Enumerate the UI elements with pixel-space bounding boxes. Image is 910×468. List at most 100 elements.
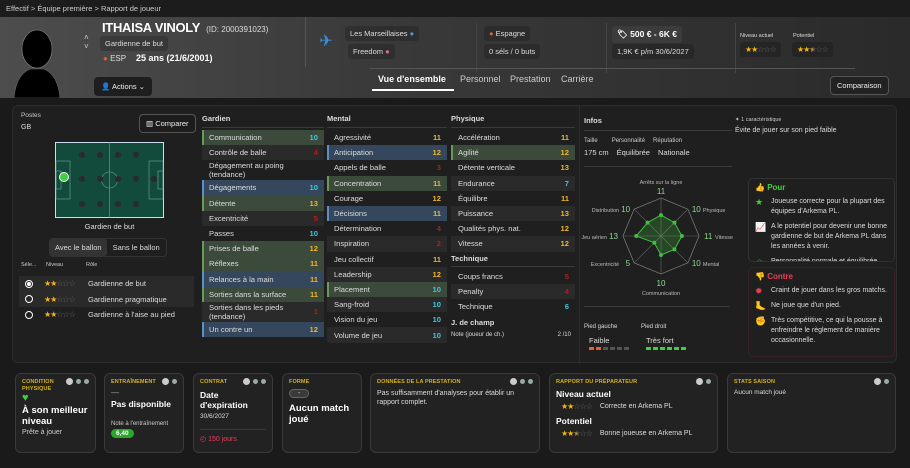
attribute-row[interactable]: Anticipation 12 bbox=[327, 145, 447, 161]
without-ball-toggle[interactable]: Sans le ballon bbox=[112, 243, 160, 252]
role-stars: ★★☆☆☆ bbox=[44, 310, 76, 320]
attribute-row[interactable]: Agressivité 11 bbox=[327, 130, 447, 145]
card-form[interactable]: FORME - Aucun match joué bbox=[282, 373, 362, 453]
attribute-row[interactable]: Penalty 4 bbox=[451, 283, 575, 299]
pros-title-text: Pour bbox=[767, 183, 786, 192]
attribute-name: Volume de jeu bbox=[334, 330, 383, 340]
attribute-name: Appels de balle bbox=[334, 163, 386, 173]
actions-button[interactable]: 👤 Actions ⌄ bbox=[94, 77, 152, 96]
attribute-row[interactable]: Technique 6 bbox=[451, 299, 575, 314]
role-row[interactable]: ★★☆☆☆ Gardienne de but bbox=[19, 276, 194, 292]
card-training[interactable]: ENTRAÎNEMENT — Pas disponible Note à l'e… bbox=[104, 373, 184, 453]
training-label: Note à l'entraînement bbox=[111, 421, 169, 427]
attribute-row[interactable]: Agilité 12 bbox=[451, 145, 575, 161]
personality-label: Personnalité bbox=[611, 138, 646, 144]
role-radio[interactable] bbox=[25, 295, 33, 304]
attribute-row[interactable]: Dégagements 10 bbox=[202, 180, 324, 196]
attribute-row[interactable]: Détermination 4 bbox=[327, 221, 447, 236]
attribute-row[interactable]: Inspiration 2 bbox=[327, 236, 447, 252]
radar-axis-label: Excentricité bbox=[591, 262, 619, 268]
tab-overview[interactable]: Vue d'ensemble bbox=[378, 74, 446, 84]
attribute-row[interactable]: Prises de balle 12 bbox=[202, 241, 324, 257]
tab-performance[interactable]: Prestation bbox=[510, 74, 551, 84]
con-item: ✹ Craint de jouer dans les gros matchs. bbox=[755, 286, 888, 296]
attribute-row[interactable]: Leadership 12 bbox=[327, 266, 447, 282]
radar-point bbox=[659, 253, 663, 257]
crumb-first-team[interactable]: Équipe première bbox=[37, 4, 93, 13]
role-radio[interactable] bbox=[25, 310, 33, 319]
foot-segment bbox=[610, 347, 615, 350]
pros-item-icon: ★ bbox=[755, 197, 764, 207]
compare-icon: ▥ bbox=[146, 119, 154, 128]
attribute-row[interactable]: Vitesse 12 bbox=[451, 236, 575, 252]
attribute-name: Puissance bbox=[458, 209, 494, 219]
attribute-name: Dégagement au poing (tendance) bbox=[209, 161, 284, 180]
radar-value: 10 bbox=[657, 279, 666, 288]
card-scout-report[interactable]: RAPPORT DU PRÉPARATEUR Niveau actuel ★★☆… bbox=[549, 373, 718, 453]
attribute-row[interactable]: Vision du jeu 10 bbox=[327, 312, 447, 327]
cons-panel[interactable]: 👎 Contre ✹ Craint de jouer dans les gros … bbox=[748, 267, 895, 357]
attribute-row[interactable]: Décisions 11 bbox=[327, 205, 447, 222]
compare-button[interactable]: ▥ Comparer bbox=[139, 114, 196, 133]
attribute-row[interactable]: Excentricité 5 bbox=[202, 210, 324, 226]
role-row[interactable]: ★★☆☆☆ Gardienne à l'aise au pied bbox=[19, 307, 194, 323]
attribute-value: 12 bbox=[560, 239, 569, 249]
attribute-row[interactable]: Dégagement au poing (tendance) bbox=[202, 160, 324, 180]
attribute-name: Concentration bbox=[334, 178, 382, 188]
value-text: 500 € - 6K € bbox=[630, 29, 677, 39]
attribute-row[interactable]: Sang-froid 10 bbox=[327, 297, 447, 313]
attribute-row[interactable]: Un contre un 12 bbox=[202, 321, 324, 338]
attribute-row[interactable]: Accélération 11 bbox=[451, 130, 575, 145]
attribute-row[interactable]: Équilibre 11 bbox=[451, 191, 575, 206]
contract-main: Date d'expiration bbox=[200, 390, 248, 410]
card-season-stats[interactable]: STATS SAISON Aucun match joué bbox=[727, 373, 896, 453]
attribute-row[interactable]: Courage 12 bbox=[327, 191, 447, 206]
attribute-row[interactable]: Jeu collectif 11 bbox=[327, 252, 447, 267]
attribute-row[interactable]: Réflexes 11 bbox=[202, 256, 324, 272]
pitch[interactable] bbox=[55, 142, 164, 218]
attribute-row[interactable]: Sorties dans la surface 11 bbox=[202, 286, 324, 302]
nationality: ● Espagne bbox=[484, 26, 531, 41]
attribute-value: 7 bbox=[564, 178, 569, 188]
attribute-row[interactable]: Détente verticale 13 bbox=[451, 160, 575, 175]
height-label: Taille bbox=[584, 138, 598, 144]
attribute-name: Leadership bbox=[334, 269, 372, 279]
tab-personal[interactable]: Personnel bbox=[460, 74, 501, 84]
card-condition[interactable]: CONDITION PHYSIQUE ♥ À son meilleur nive… bbox=[15, 373, 96, 453]
attribute-name: Placement bbox=[334, 284, 370, 294]
attribute-name: Agilité bbox=[458, 148, 479, 158]
card-performance[interactable]: DONNÉES DE LA PRESTATION Pas suffisammen… bbox=[370, 373, 540, 453]
attribute-row[interactable]: Passes 10 bbox=[202, 226, 324, 241]
attribute-row[interactable]: Endurance 7 bbox=[451, 175, 575, 191]
attribute-row[interactable]: Appels de balle 3 bbox=[327, 160, 447, 175]
attribute-value: 12 bbox=[432, 148, 441, 158]
attribute-row[interactable]: Placement 10 bbox=[327, 281, 447, 298]
attribute-row[interactable]: Concentration 11 bbox=[327, 175, 447, 191]
attribute-row[interactable]: Contrôle de balle 4 bbox=[202, 145, 324, 161]
attribute-row[interactable]: Volume de jeu 10 bbox=[327, 327, 447, 343]
crumb-squad[interactable]: Effectif bbox=[6, 4, 29, 13]
attribute-name: Détente verticale bbox=[458, 163, 515, 173]
col-role: Rôle bbox=[86, 262, 98, 268]
role-radio[interactable] bbox=[25, 279, 33, 288]
attribute-name: Communication bbox=[209, 133, 262, 143]
stats-text: Aucun match joué bbox=[734, 389, 787, 396]
attribute-row[interactable]: Qualités phys. nat. 12 bbox=[451, 221, 575, 236]
attribute-row[interactable]: Sorties dans les pieds (tendance) 1 bbox=[202, 301, 324, 322]
comparison-button[interactable]: Comparaison bbox=[830, 76, 889, 95]
attribute-value: 11 bbox=[432, 209, 441, 219]
with-ball-toggle[interactable]: Avec le ballon bbox=[50, 239, 107, 256]
attribute-row[interactable]: Puissance 13 bbox=[451, 205, 575, 222]
stats-title: STATS SAISON bbox=[734, 379, 776, 385]
attribute-row[interactable]: Relances à la main 11 bbox=[202, 271, 324, 287]
club-name[interactable]: Les Marseillaises ● bbox=[345, 26, 420, 41]
role-row[interactable]: ★★☆☆☆ Gardienne pragmatique bbox=[19, 291, 194, 307]
attribute-row[interactable]: Communication 10 bbox=[202, 130, 324, 146]
attribute-row[interactable]: Détente 13 bbox=[202, 195, 324, 211]
tab-career[interactable]: Carrière bbox=[561, 74, 594, 84]
prev-next-arrows[interactable]: ˄ ˅ bbox=[84, 33, 89, 51]
pros-panel[interactable]: 👍 Pour ★ Joueuse correcte pour la plupart… bbox=[748, 178, 895, 262]
attribute-row[interactable]: Coups francs 5 bbox=[451, 269, 575, 284]
card-contract[interactable]: CONTRAT Date d'expiration 30/6/2027 ◴ 15… bbox=[193, 373, 273, 453]
technical-title: Technique bbox=[451, 253, 488, 263]
